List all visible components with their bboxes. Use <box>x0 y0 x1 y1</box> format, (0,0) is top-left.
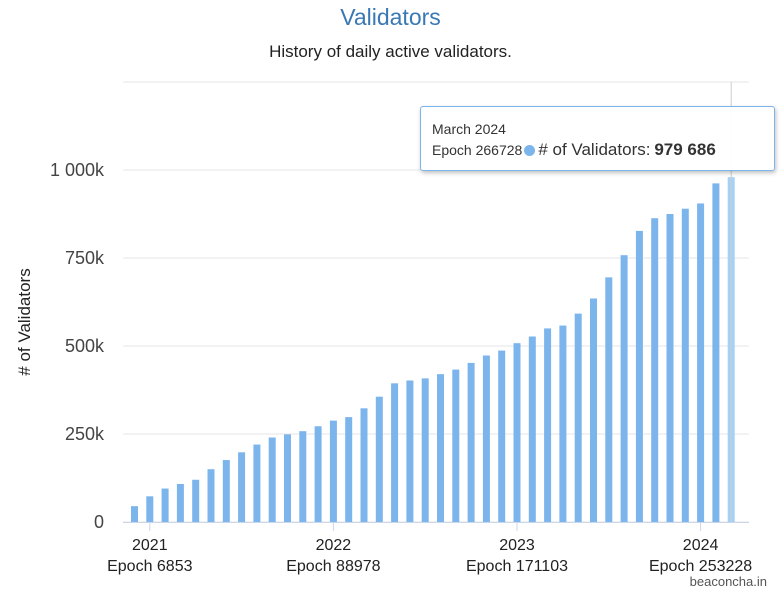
bar <box>253 444 261 522</box>
x-tick-sublabel: Epoch 171103 <box>466 558 568 575</box>
bar <box>314 426 322 522</box>
bar <box>437 374 444 522</box>
tooltip-value: 979 686 <box>654 140 716 159</box>
bar <box>482 355 490 522</box>
bar <box>574 313 582 522</box>
chart-credit[interactable]: beaconcha.in <box>689 574 767 589</box>
bar <box>222 460 230 522</box>
bar <box>176 483 184 522</box>
bar <box>590 298 597 522</box>
tooltip-date: March 2024 <box>432 121 506 137</box>
x-tick-label: 2023 <box>499 537 535 554</box>
bar <box>421 378 429 522</box>
bar <box>345 417 353 522</box>
bar <box>131 506 138 522</box>
bar <box>360 408 368 522</box>
bar <box>666 214 674 522</box>
chart-title: Validators <box>340 4 441 30</box>
bar <box>192 479 200 522</box>
bar <box>651 218 659 522</box>
chart-subtitle: History of daily active validators. <box>269 42 512 61</box>
chart-tooltip: March 2024 Epoch 266728 # of Validators: … <box>420 106 775 171</box>
bar <box>620 255 628 522</box>
bar <box>452 369 460 522</box>
x-tick-sublabel: Epoch 88978 <box>286 558 380 575</box>
x-tick-sublabel: Epoch 6853 <box>107 558 193 575</box>
bar <box>161 488 169 522</box>
series-marker-icon <box>524 145 536 156</box>
bar <box>712 183 720 522</box>
bar <box>284 434 291 522</box>
y-tick-label: 250k <box>65 424 105 444</box>
bar <box>268 437 276 522</box>
bar <box>406 380 414 522</box>
y-axis-title: # of Validators <box>15 268 34 375</box>
bar <box>635 230 643 522</box>
tooltip-epoch: Epoch 266728 <box>432 142 523 158</box>
y-tick-label: 0 <box>94 512 104 532</box>
bar <box>498 350 506 522</box>
x-tick-sublabel: Epoch 253228 <box>649 558 752 575</box>
bar <box>681 208 689 522</box>
bar <box>467 362 475 522</box>
bar <box>605 277 613 522</box>
bar <box>146 496 154 522</box>
bar <box>238 452 246 522</box>
bar <box>329 420 337 522</box>
x-tick-label: 2021 <box>132 537 168 554</box>
bar <box>391 383 399 522</box>
tooltip-row: Epoch 266728 # of Validators: 979 686 <box>432 140 716 160</box>
bar <box>528 336 536 522</box>
x-tick-label: 2024 <box>683 537 719 554</box>
bar <box>559 325 567 522</box>
y-tick-label: 500k <box>65 336 105 356</box>
x-tick-label: 2022 <box>316 537 352 554</box>
y-tick-label: 1 000k <box>50 160 105 180</box>
bar <box>513 343 521 522</box>
bar <box>544 328 552 522</box>
bar <box>375 396 383 522</box>
bar <box>207 469 215 522</box>
bar <box>299 431 307 522</box>
tooltip-series-label: # of Validators: <box>538 140 651 159</box>
bar <box>697 203 705 522</box>
y-tick-label: 750k <box>65 248 105 268</box>
